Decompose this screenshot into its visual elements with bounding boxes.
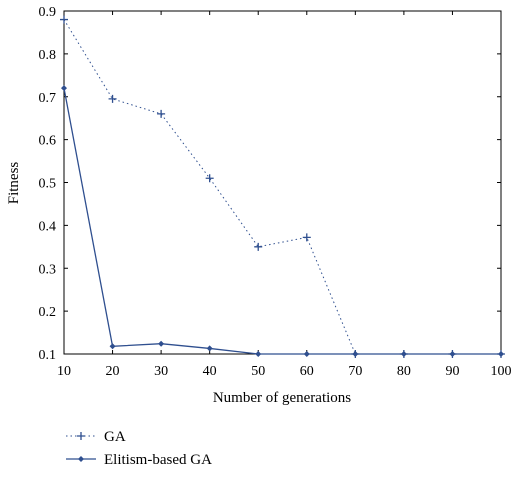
- data-point-elitism-ga: [400, 351, 407, 357]
- data-point-elitism-ga: [206, 345, 213, 352]
- series-line-elitism-ga: [63, 88, 501, 355]
- legend-item-elitism-ga: Elitism-based GA: [66, 452, 212, 468]
- data-point-elitism-ga: [449, 351, 456, 357]
- data-point-elitism-ga: [352, 351, 359, 357]
- x-tick-label: 70: [348, 364, 362, 379]
- x-axis-label: Number of generations: [213, 390, 351, 406]
- x-tick-label: 90: [445, 364, 459, 379]
- y-axis-ticks: 0.1 0.2 0.3 0.4 0.5 0.6 0.7 0.8 0.9: [39, 5, 501, 363]
- series-layer: [60, 15, 505, 358]
- data-point-elitism-ga: [109, 343, 116, 350]
- y-tick-label: 0.2: [39, 305, 57, 320]
- data-point-elitism-ga: [61, 85, 67, 92]
- data-point-elitism-ga: [158, 340, 165, 347]
- x-tick-label: 30: [154, 364, 168, 379]
- y-tick-label: 0.4: [39, 219, 57, 234]
- legend-label-ga: GA: [104, 429, 126, 445]
- legend-label-elitism-ga: Elitism-based GA: [104, 452, 212, 468]
- y-tick-label: 0.5: [39, 177, 57, 192]
- x-tick-label: 50: [251, 364, 265, 379]
- legend: GA Elitism-based GA: [66, 429, 212, 468]
- x-tick-label: 100: [491, 364, 512, 379]
- data-point-elitism-ga: [498, 351, 504, 357]
- legend-marker-ga: [77, 432, 85, 440]
- data-point-ga: [60, 15, 68, 24]
- plot-frame: [63, 10, 502, 355]
- y-tick-label: 0.9: [39, 5, 57, 20]
- data-point-elitism-ga: [303, 351, 310, 357]
- data-point-elitism-ga: [255, 351, 262, 357]
- y-tick-label: 0.3: [39, 262, 57, 277]
- x-tick-label: 60: [300, 364, 314, 379]
- y-tick-label: 0.8: [39, 48, 57, 63]
- x-tick-label: 20: [106, 364, 120, 379]
- x-axis-ticks: 10 20 30 40 50 60 70 80 90 100: [57, 11, 512, 379]
- x-tick-label: 10: [57, 364, 71, 379]
- data-point-ga: [157, 109, 166, 118]
- x-tick-label: 40: [203, 364, 217, 379]
- data-point-ga: [302, 233, 311, 242]
- data-point-ga: [254, 242, 263, 251]
- y-axis-label: Fitness: [6, 162, 22, 205]
- y-tick-label: 0.6: [39, 134, 57, 149]
- data-point-ga: [205, 174, 214, 183]
- series-line-ga: [63, 19, 501, 355]
- y-tick-label: 0.1: [39, 348, 57, 363]
- legend-marker-elitism-ga: [78, 456, 84, 462]
- x-tick-label: 80: [397, 364, 411, 379]
- y-tick-label: 0.7: [39, 91, 57, 106]
- legend-item-ga: GA: [66, 429, 126, 445]
- data-point-ga: [108, 94, 117, 103]
